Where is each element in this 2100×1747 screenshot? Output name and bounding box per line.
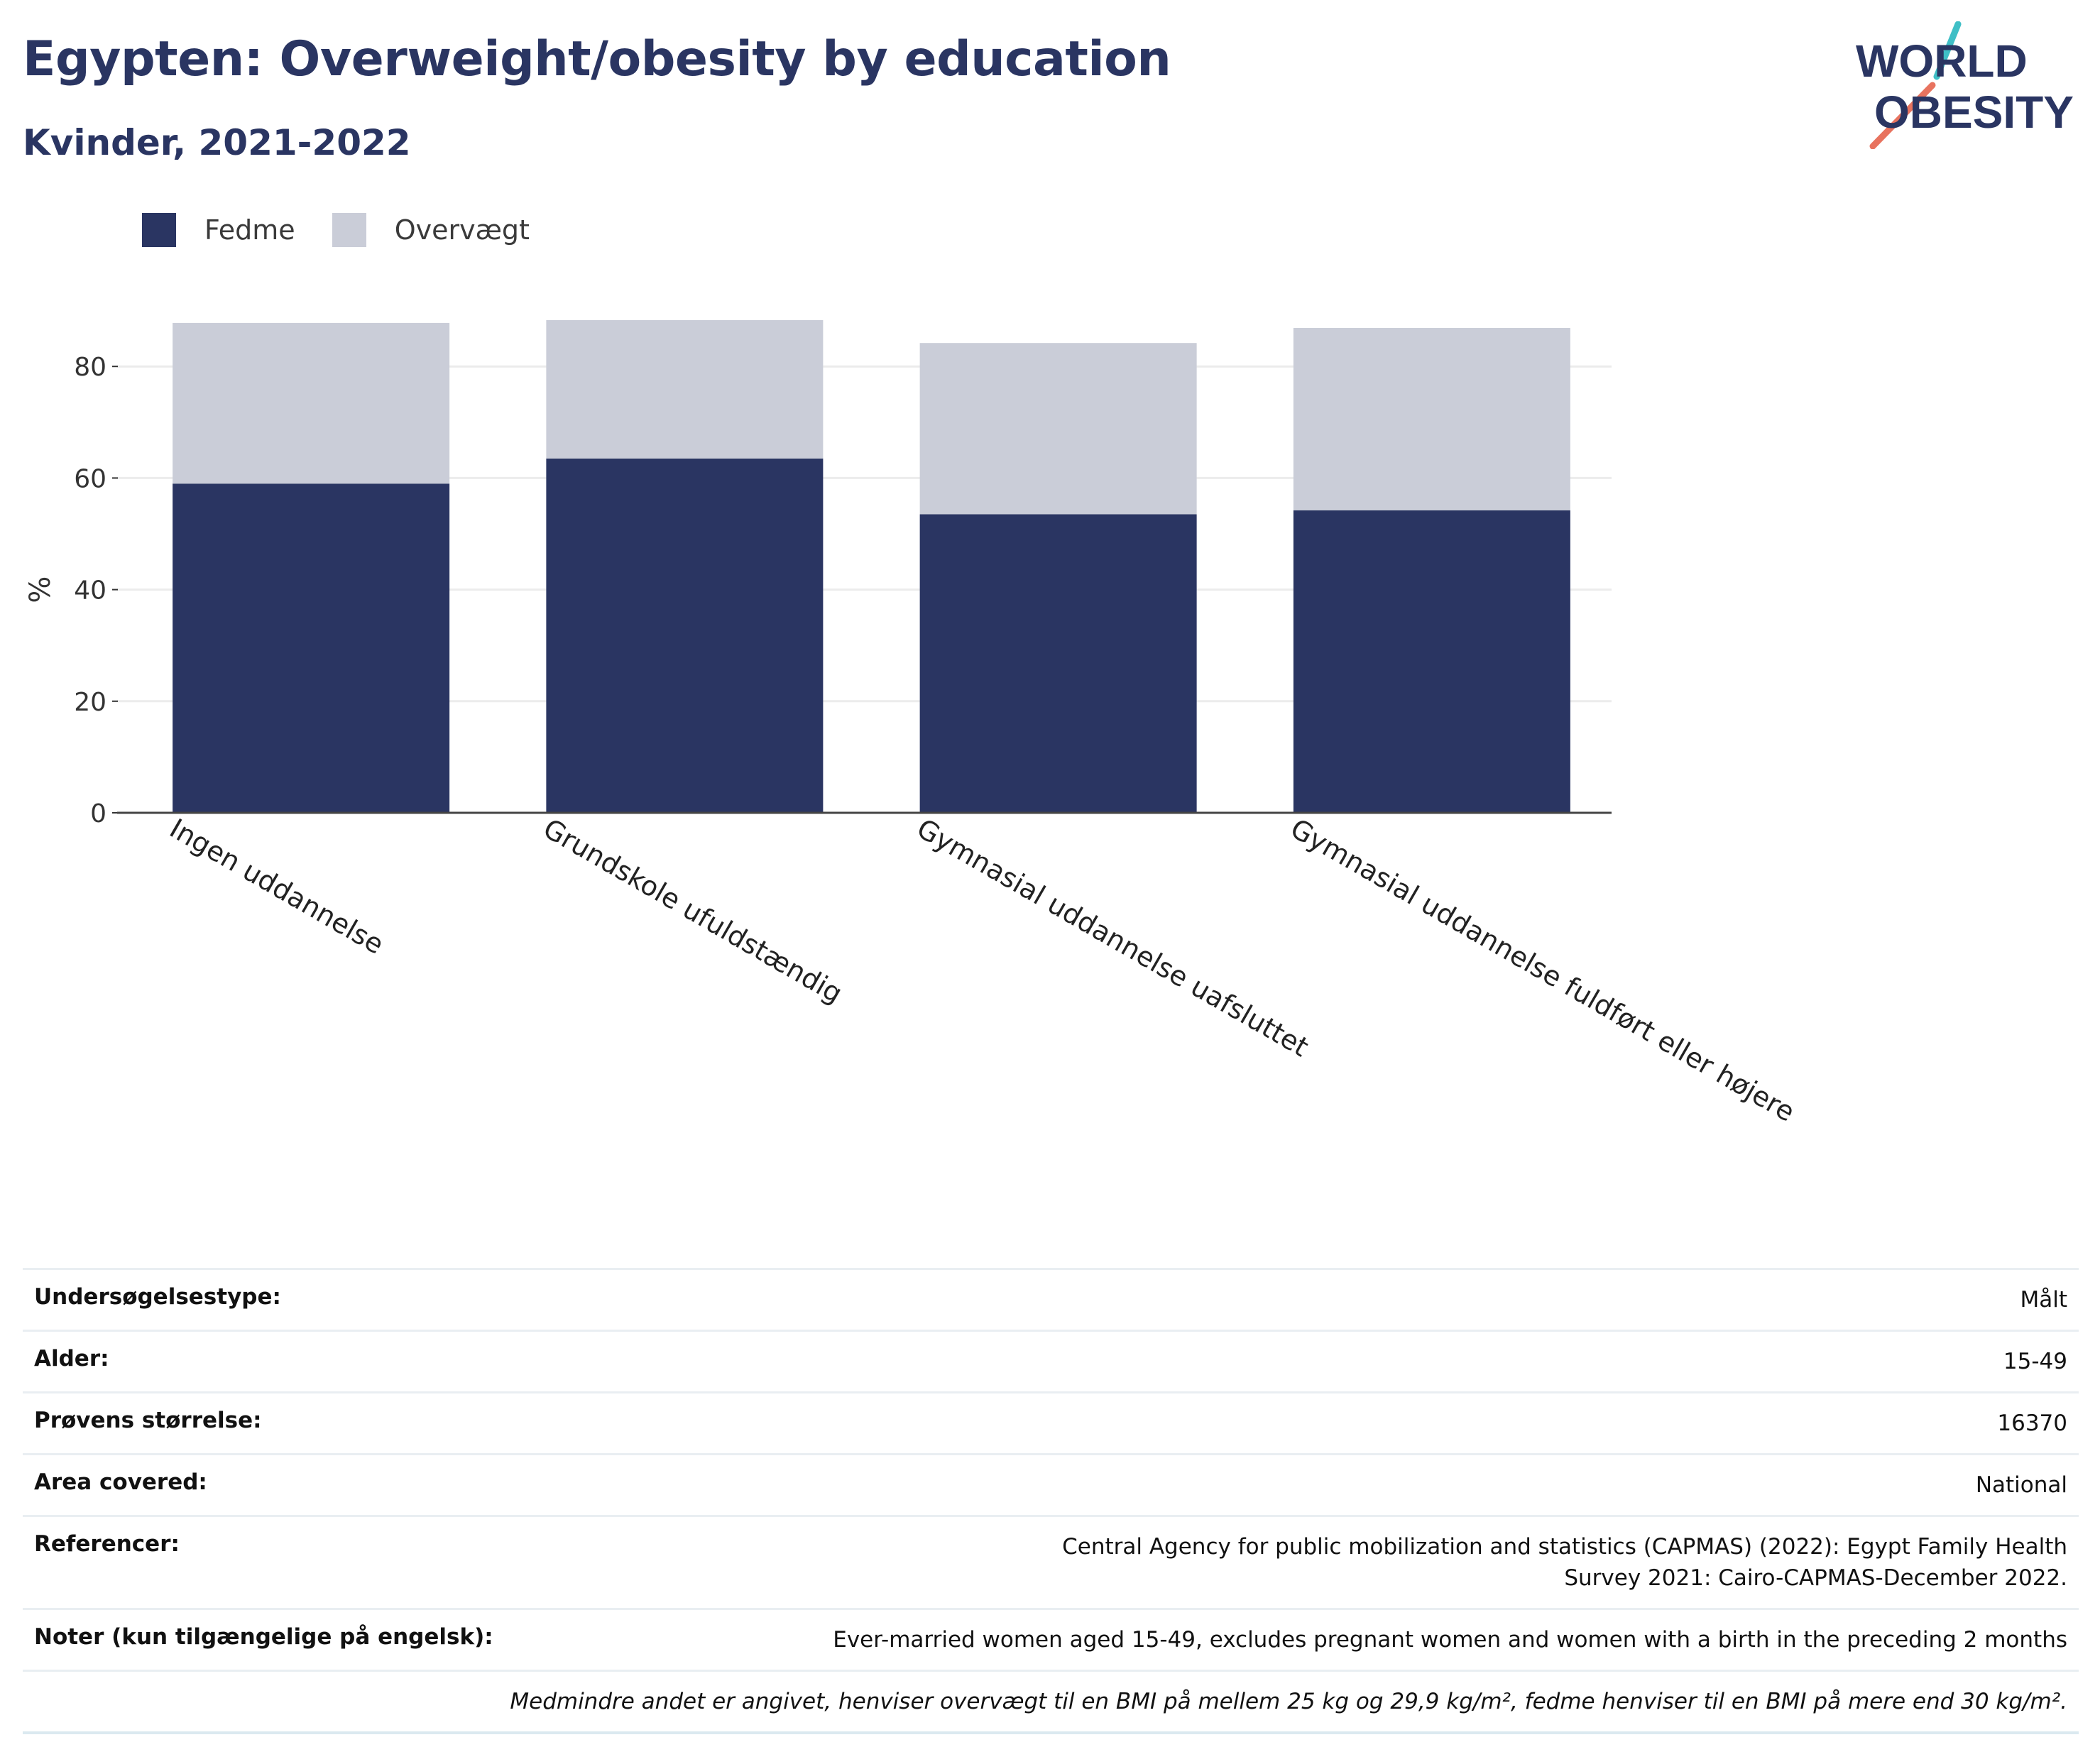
info-value: 15-49 bbox=[504, 1330, 2079, 1393]
info-value: Målt bbox=[504, 1268, 2079, 1331]
chart-subtitle: Kvinder, 2021-2022 bbox=[23, 122, 411, 163]
x-tick-label: Gymnasial uddannelse fuldført eller høje… bbox=[1285, 813, 1800, 1128]
survey-info-table: Undersøgelsestype: Målt Alder: 15-49 Prø… bbox=[23, 1268, 2079, 1734]
info-label: Undersøgelsestype: bbox=[23, 1268, 505, 1331]
info-row-age: Alder: 15-49 bbox=[23, 1330, 2079, 1393]
legend-swatch-fedme bbox=[142, 213, 176, 247]
info-row-area: Area covered: National bbox=[23, 1453, 2079, 1516]
info-label: Prøvens størrelse: bbox=[23, 1391, 505, 1455]
y-tick-label: 0 bbox=[90, 799, 106, 828]
bar-overvaegt bbox=[1293, 327, 1570, 510]
bar-fedme bbox=[546, 458, 824, 813]
chart-legend: Fedme Overvægt bbox=[142, 210, 567, 250]
world-obesity-logo: WORLD OBESITY bbox=[1856, 21, 2074, 149]
info-row-survey-type: Undersøgelsestype: Målt bbox=[23, 1268, 2079, 1331]
y-tick-label: 80 bbox=[74, 353, 106, 382]
legend-label-overvaegt: Overvægt bbox=[394, 214, 530, 246]
bar-fedme bbox=[1293, 510, 1570, 813]
y-tick-label: 60 bbox=[74, 464, 106, 493]
x-tick-label: Ingen uddannelse bbox=[165, 813, 389, 960]
bar-overvaegt bbox=[919, 343, 1197, 515]
info-row-references: Referencer: Central Agency for public mo… bbox=[23, 1515, 2079, 1609]
x-tick-label: Grundskole ufuldstændig bbox=[538, 813, 848, 1009]
bar-fedme bbox=[919, 514, 1197, 813]
bmi-footnote: Medmindre andet er angivet, henviser ove… bbox=[23, 1670, 2079, 1734]
legend-swatch-overvaegt bbox=[332, 213, 366, 247]
legend-label-fedme: Fedme bbox=[204, 214, 295, 246]
x-tick-label: Gymnasial uddannelse uafsluttet bbox=[912, 813, 1314, 1063]
legend-item-fedme[interactable]: Fedme bbox=[142, 213, 295, 247]
svg-text:OBESITY: OBESITY bbox=[1874, 87, 2074, 138]
info-value: Ever-married women aged 15-49, excludes … bbox=[504, 1608, 2079, 1671]
bar-overvaegt bbox=[173, 322, 450, 484]
bar-overvaegt bbox=[546, 319, 824, 459]
info-value: National bbox=[504, 1453, 2079, 1516]
info-label: Noter (kun tilgængelige på engelsk): bbox=[23, 1608, 505, 1671]
info-value: 16370 bbox=[504, 1391, 2079, 1455]
legend-item-overvaegt[interactable]: Overvægt bbox=[332, 213, 530, 247]
info-value: Central Agency for public mobilization a… bbox=[504, 1515, 2079, 1609]
y-tick-label: 40 bbox=[74, 576, 106, 606]
svg-text:WORLD: WORLD bbox=[1856, 35, 2028, 87]
info-row-notes: Noter (kun tilgængelige på engelsk): Eve… bbox=[23, 1608, 2079, 1671]
info-row-sample-size: Prøvens størrelse: 16370 bbox=[23, 1391, 2079, 1455]
y-axis-title: % bbox=[24, 576, 57, 603]
bar-fedme bbox=[173, 483, 450, 813]
info-row-footnote: Medmindre andet er angivet, henviser ove… bbox=[23, 1670, 2079, 1734]
y-tick-label: 20 bbox=[74, 688, 106, 717]
info-label: Area covered: bbox=[23, 1453, 505, 1516]
info-label: Referencer: bbox=[23, 1515, 505, 1609]
bar-chart: 0 20 40 60 80% Ingen uddannelse Grundskole ufu… bbox=[24, 319, 1800, 1128]
info-label: Alder: bbox=[23, 1330, 505, 1393]
chart-title: Egypten: Overweight/obesity by education bbox=[23, 31, 1171, 87]
